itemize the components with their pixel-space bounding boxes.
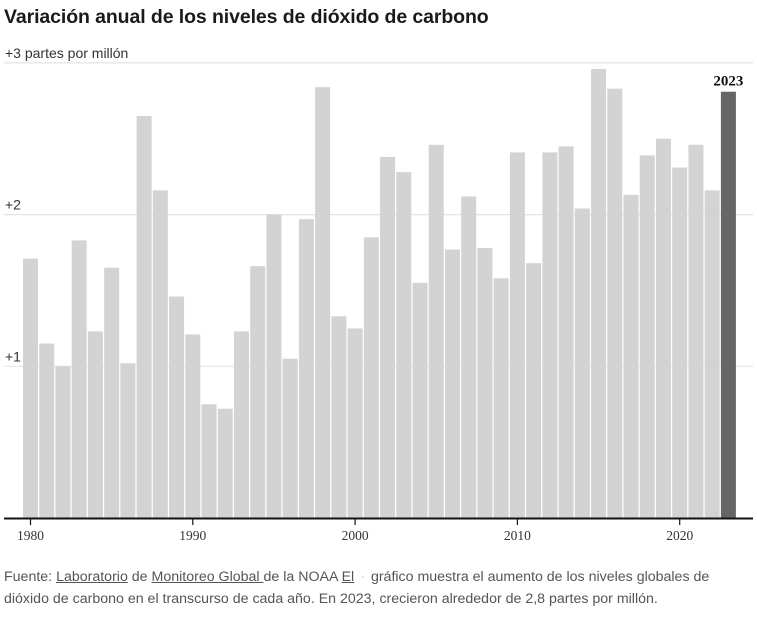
bar: [493, 278, 509, 518]
source-prefix: Fuente:: [4, 569, 57, 585]
bar: [136, 116, 152, 518]
y-tick-label: +3 partes por millón: [5, 45, 128, 61]
bar: [282, 358, 298, 518]
x-tick-label: 1980: [17, 528, 44, 543]
bar: [298, 219, 314, 518]
source-link-el[interactable]: El: [341, 569, 355, 585]
x-tick-label: 2000: [342, 528, 369, 543]
bar: [672, 167, 688, 518]
bar: [201, 404, 217, 518]
x-tick-label: 1990: [179, 528, 206, 543]
y-tick-label: +2: [5, 197, 21, 213]
bar: [315, 87, 331, 519]
bar: [331, 316, 347, 518]
highlight-bar-label: 2023: [713, 74, 743, 90]
bar: [607, 88, 623, 518]
footer-text: de la NOAA: [263, 569, 342, 585]
bar: [558, 146, 574, 518]
bar: [655, 138, 671, 518]
bar: [444, 249, 460, 519]
bar: [639, 155, 655, 518]
bar: [477, 247, 493, 518]
bar: [120, 363, 136, 518]
bar: [591, 68, 607, 518]
source-link-monitoreo-global[interactable]: Monitoreo Global: [151, 569, 264, 585]
chart-title: Variación anual de los niveles de dióxid…: [4, 6, 489, 28]
y-tick-label: +1: [5, 348, 21, 364]
footer-description: gráfico muestra el aumento de los nivele…: [4, 569, 710, 607]
bars: [23, 68, 736, 519]
source-link-laboratorio[interactable]: Laboratorio: [56, 569, 128, 585]
bar: [542, 152, 558, 518]
bar: [412, 282, 428, 518]
bar: [688, 144, 704, 518]
chart-footer: Fuente: Laboratorio de Monitoreo Global …: [4, 566, 754, 610]
bar: [623, 194, 639, 518]
bar: [250, 266, 266, 518]
bar: [39, 343, 55, 518]
bar: [152, 190, 168, 518]
annotations: 2023: [713, 74, 743, 90]
bar: [71, 240, 87, 518]
x-axis: 1980 1990 2000 2010 2020: [4, 517, 753, 543]
bar: [363, 237, 379, 519]
bar: [55, 366, 71, 518]
bar: [428, 144, 444, 518]
separator-dot: ·: [360, 569, 365, 585]
bar: [87, 331, 103, 518]
bar-chart: +1 +2 +3 partes por millón 1980 1990 2000 201…: [4, 45, 753, 543]
x-tick-label: 2010: [504, 528, 531, 543]
bar: [233, 331, 249, 518]
bar: [526, 263, 542, 518]
bar: [704, 190, 720, 518]
y-axis-ticks: +1 +2 +3 partes por millón: [5, 45, 128, 364]
bar: [396, 172, 412, 518]
bar: [185, 334, 201, 518]
bar: [380, 156, 396, 518]
bar: [104, 267, 120, 518]
x-tick-label: 2020: [666, 528, 693, 543]
bar-highlight: [720, 91, 736, 518]
bar: [217, 408, 233, 518]
bar: [574, 208, 590, 518]
bar: [461, 196, 477, 518]
bar: [23, 258, 38, 518]
footer-text: de: [127, 569, 152, 585]
bar: [266, 214, 282, 518]
bar: [347, 328, 363, 519]
bar: [169, 296, 185, 518]
bar: [509, 152, 525, 518]
